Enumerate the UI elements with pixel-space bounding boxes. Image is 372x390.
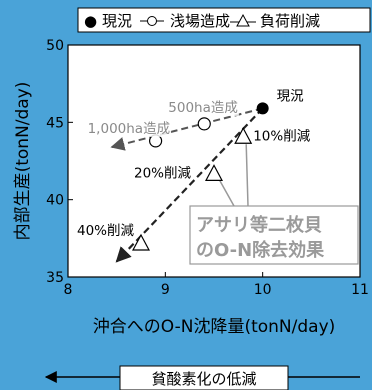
x-tick-label: 8 bbox=[64, 282, 73, 298]
point-current bbox=[256, 102, 269, 115]
y-tick-label: 40 bbox=[46, 193, 64, 209]
banner-label: 貧酸素化の低減 bbox=[151, 370, 256, 388]
annotation-box bbox=[189, 205, 359, 265]
legend: ● 現況 浅場造成 負荷削減 bbox=[77, 7, 371, 33]
legend-current-label: 現況 bbox=[102, 12, 132, 30]
x-tick-label: 10 bbox=[254, 282, 272, 298]
annotation: アサリ等二枚貝 のO-N除去効果 bbox=[189, 205, 359, 265]
legend-shallow-marker bbox=[147, 16, 157, 26]
x-tick-label: 11 bbox=[351, 282, 369, 298]
bottom-banner: 貧酸素化の低減 bbox=[44, 365, 360, 390]
legend-load-label: 負荷削減 bbox=[260, 12, 320, 30]
point-label: 1,000ha造成 bbox=[88, 121, 170, 137]
point-labels-layer: 現況 500ha造成 1,000ha造成 10%削減 20%削減 40%削減 bbox=[77, 88, 311, 239]
point-label: 40%削減 bbox=[77, 222, 135, 239]
point-shallow-1 bbox=[197, 117, 211, 131]
y-tick-label: 45 bbox=[46, 115, 64, 131]
legend-box bbox=[77, 7, 371, 33]
point-load-2 bbox=[205, 164, 223, 181]
point-label: 現況 bbox=[277, 88, 304, 104]
point-label: 10%削減 bbox=[253, 127, 311, 144]
point-load-3 bbox=[132, 233, 150, 251]
point-load-1 bbox=[234, 126, 253, 144]
legend-current-symbol: ● bbox=[84, 12, 97, 30]
y-tick-label: 50 bbox=[46, 38, 64, 54]
leader-line-10 bbox=[245, 144, 249, 207]
banner-box bbox=[119, 365, 289, 390]
points-layer bbox=[132, 102, 269, 251]
y-tick-label: 35 bbox=[46, 270, 64, 286]
leader-layer bbox=[217, 144, 249, 207]
point-label: 20%削減 bbox=[134, 164, 192, 181]
legend-load-marker bbox=[236, 13, 250, 27]
legend-shallow-label: 浅場造成 bbox=[170, 12, 230, 30]
x-axis-title: 沖合へのO-N沈降量(tonN/day) bbox=[93, 317, 336, 337]
annotation-line2: のO-N除去効果 bbox=[196, 239, 325, 261]
y-axis-title: 内部生産(tonN/day) bbox=[13, 82, 33, 241]
x-tick-label: 9 bbox=[161, 282, 170, 298]
leader-line-20 bbox=[217, 177, 235, 207]
annotation-line1: アサリ等二枚貝 bbox=[196, 214, 322, 236]
label-halo bbox=[167, 99, 239, 116]
point-label: 500ha造成 bbox=[168, 100, 238, 116]
axes: 8 9 10 11 35 40 45 50 bbox=[46, 38, 369, 298]
label-halo bbox=[86, 120, 172, 137]
